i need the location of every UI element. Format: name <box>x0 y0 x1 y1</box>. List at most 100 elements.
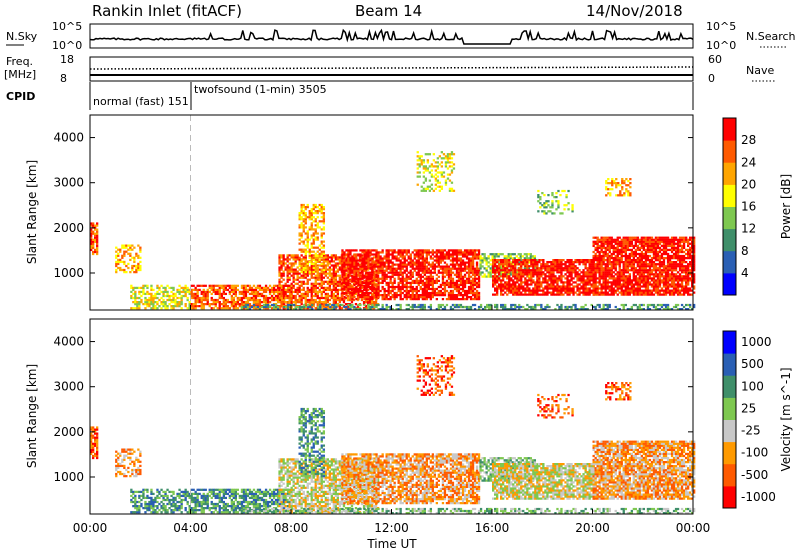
echo-cell <box>566 271 569 274</box>
echo-cell <box>348 278 352 281</box>
echo-cell <box>512 261 515 264</box>
echo-cell <box>300 250 303 253</box>
echo-cell <box>158 292 161 296</box>
echo-cell <box>367 277 370 280</box>
echo-cell <box>403 259 406 262</box>
echo-cell <box>435 255 439 258</box>
echo-cell <box>341 279 344 283</box>
echo-cell <box>491 253 494 256</box>
echo-cell <box>614 248 617 252</box>
echo-cell <box>574 269 577 272</box>
echo-cell <box>134 298 137 302</box>
echo-cell <box>461 277 465 280</box>
echo-cell <box>471 294 475 297</box>
echo-cell <box>302 266 305 270</box>
echo-cell <box>620 257 623 260</box>
echo-cell <box>160 290 163 294</box>
echo-cell <box>353 261 356 264</box>
echo-cell <box>441 273 445 276</box>
echo-cell <box>443 261 447 264</box>
echo-cell <box>448 189 452 192</box>
echo-cell <box>320 210 323 213</box>
echo-cell <box>375 287 378 291</box>
echo-cell <box>539 202 542 205</box>
echo-cell <box>594 281 597 284</box>
echo-cell <box>361 291 364 295</box>
echo-cell <box>559 212 562 215</box>
echo-cell <box>570 275 573 278</box>
echo-cell <box>506 281 509 284</box>
echo-cell <box>508 269 511 272</box>
echo-cell <box>600 291 603 294</box>
echo-cell <box>369 267 372 270</box>
echo-cell <box>612 244 615 248</box>
echo-cell <box>516 261 519 264</box>
echo-cell <box>190 284 193 287</box>
echo-cell <box>626 289 630 292</box>
echo-cell <box>278 260 281 263</box>
echo-cell <box>451 253 455 256</box>
echo-cell <box>288 294 291 298</box>
echo-cell <box>298 234 301 237</box>
echo-cell <box>475 281 479 285</box>
echo-cell <box>588 273 591 276</box>
echo-cell <box>536 291 539 294</box>
echo-cell <box>379 265 382 268</box>
echo-cell <box>574 285 577 288</box>
echo-cell <box>461 263 465 266</box>
echo-cell <box>538 269 541 272</box>
echo-cell <box>314 270 317 273</box>
echo-cell <box>622 254 625 258</box>
echo-cell <box>427 296 431 299</box>
echo-cell <box>459 263 463 266</box>
echo-cell <box>324 288 328 292</box>
echo-cell <box>140 286 143 290</box>
echo-cell <box>606 246 609 250</box>
echo-cell <box>220 294 224 298</box>
echo-cell <box>473 257 477 260</box>
echo-cell <box>618 277 621 280</box>
echo-cell <box>318 274 321 277</box>
echo-cell <box>332 274 336 277</box>
echo-cell <box>469 257 473 260</box>
echo-cell <box>306 301 309 304</box>
echo-cell <box>618 285 621 288</box>
echo-cell <box>150 288 153 292</box>
echo-cell <box>572 277 575 280</box>
echo-cell <box>306 272 309 275</box>
echo-cell <box>429 257 433 260</box>
echo-cell <box>502 263 505 266</box>
echo-cell <box>357 279 360 283</box>
echo-cell <box>602 273 605 276</box>
echo-cell <box>487 271 490 274</box>
echo-cell <box>545 206 548 209</box>
echo-cell <box>525 253 529 256</box>
echo-cell <box>314 294 317 298</box>
echo-cell <box>489 267 492 270</box>
echo-cell <box>326 254 330 257</box>
echo-cell <box>536 283 539 286</box>
echo-cell <box>272 284 276 287</box>
echo-cell <box>314 206 317 209</box>
echo-cell <box>306 236 309 239</box>
echo-cell <box>345 253 348 256</box>
echo-cell <box>534 281 537 284</box>
echo-cell <box>300 271 303 274</box>
echo-cell <box>565 194 568 197</box>
echo-cell <box>345 269 348 272</box>
echo-cell <box>415 285 418 289</box>
echo-cell <box>608 281 611 284</box>
echo-cell <box>318 276 321 279</box>
echo-cell <box>286 276 289 279</box>
echo-cell <box>381 267 384 270</box>
echo-cell <box>620 293 623 296</box>
echo-cell <box>160 296 163 300</box>
echo-cell <box>218 288 221 292</box>
echo-cell <box>435 298 439 301</box>
echo-cell <box>592 257 595 260</box>
echo-cell <box>417 281 420 285</box>
echo-cell <box>334 298 338 302</box>
echo-cell <box>284 284 287 287</box>
echo-cell <box>524 261 527 264</box>
echo-cell <box>242 284 246 287</box>
